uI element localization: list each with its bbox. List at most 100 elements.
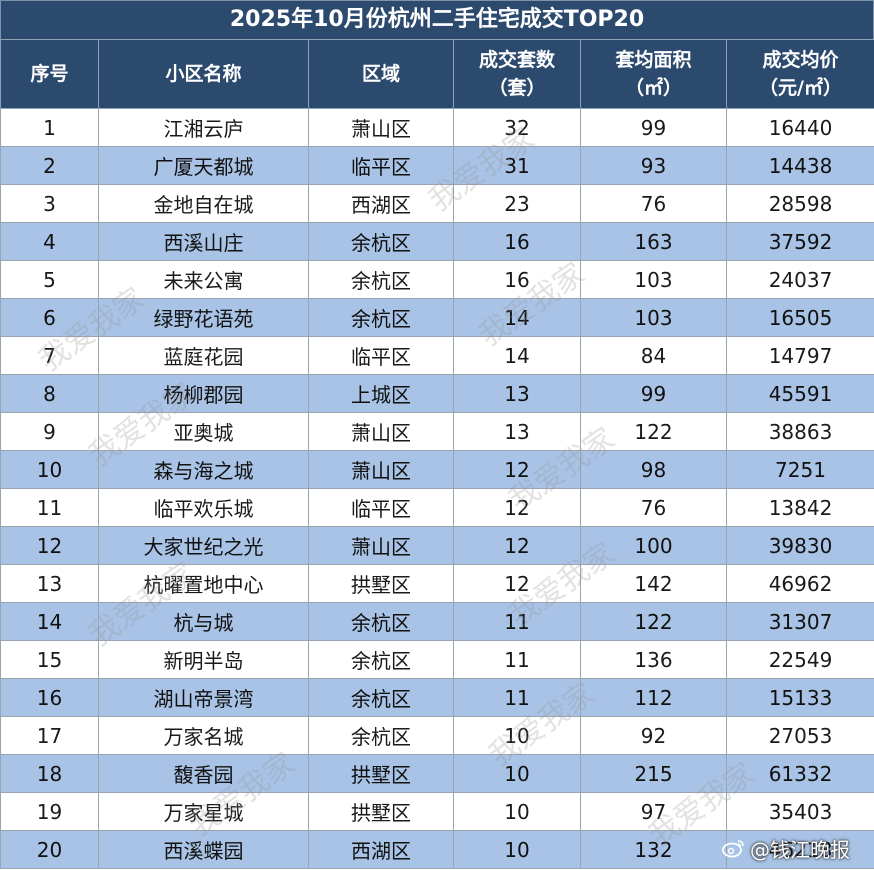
cell-price: 14438 [726,146,874,185]
cell-area: 122 [580,412,727,451]
source-credit: @钱江晚报 [722,833,850,863]
cell-rank: 8 [0,374,99,413]
cell-name: 西溪蝶园 [98,830,309,869]
cell-district: 西湖区 [308,830,454,869]
table-row: 11 临平欢乐城 临平区 12 76 13842 [0,488,874,527]
cell-district: 余杭区 [308,640,454,679]
cell-area: 76 [580,488,727,527]
cell-name: 绿野花语苑 [98,298,309,337]
cell-price: 28598 [726,184,874,223]
header-price: 成交均价 （元/㎡） [726,39,874,109]
table-row: 5 未来公寓 余杭区 16 103 24037 [0,260,874,299]
cell-district: 余杭区 [308,678,454,717]
cell-price: 22549 [726,640,874,679]
cell-district: 临平区 [308,336,454,375]
cell-name: 杭曜置地中心 [98,564,309,603]
header-area-label: 套均面积 [615,49,692,71]
cell-name: 蓝庭花园 [98,336,309,375]
cell-rank: 9 [0,412,99,451]
cell-price: 45591 [726,374,874,413]
cell-district: 萧山区 [308,526,454,565]
cell-rank: 7 [0,336,99,375]
header-area: 套均面积 （㎡） [580,39,727,109]
cell-deals: 12 [453,564,581,603]
cell-name: 江湘云庐 [98,108,309,147]
cell-area: 163 [580,222,727,261]
cell-rank: 14 [0,602,99,641]
table-row: 15 新明半岛 余杭区 11 136 22549 [0,640,874,679]
cell-rank: 1 [0,108,99,147]
cell-deals: 14 [453,336,581,375]
cell-district: 萧山区 [308,108,454,147]
table-row: 10 森与海之城 萧山区 12 98 7251 [0,450,874,489]
cell-price: 24037 [726,260,874,299]
cell-area: 76 [580,184,727,223]
cell-rank: 13 [0,564,99,603]
cell-deals: 10 [453,754,581,793]
cell-area: 93 [580,146,727,185]
header-deals-label: 成交套数 [478,49,555,71]
header-deals-unit: （套） [488,77,546,99]
ranking-table: 序号 小区名称 区域 成交套数 （套） 套均面积 （㎡） 成交均价 （元/㎡） … [0,39,874,869]
cell-area: 92 [580,716,727,755]
credit-text: @钱江晚报 [750,837,850,862]
cell-deals: 12 [453,450,581,489]
cell-price: 39830 [726,526,874,565]
header-rank: 序号 [0,39,99,109]
cell-deals: 10 [453,830,581,869]
cell-price: 15133 [726,678,874,717]
cell-deals: 13 [453,412,581,451]
table-row: 20 西溪蝶园 西湖区 10 132 46218 [0,830,874,869]
cell-name: 大家世纪之光 [98,526,309,565]
cell-rank: 6 [0,298,99,337]
cell-price: 37592 [726,222,874,261]
cell-deals: 11 [453,678,581,717]
header-name: 小区名称 [98,39,309,109]
cell-price: 16505 [726,298,874,337]
table-row: 18 馥香园 拱墅区 10 215 61332 [0,754,874,793]
cell-district: 拱墅区 [308,792,454,831]
cell-area: 99 [580,108,727,147]
cell-name: 杭与城 [98,602,309,641]
cell-rank: 16 [0,678,99,717]
table-row: 12 大家世纪之光 萧山区 12 100 39830 [0,526,874,565]
cell-rank: 15 [0,640,99,679]
table-row: 19 万家星城 拱墅区 10 97 35403 [0,792,874,831]
table-row: 7 蓝庭花园 临平区 14 84 14797 [0,336,874,375]
cell-rank: 19 [0,792,99,831]
cell-price: 16440 [726,108,874,147]
cell-district: 余杭区 [308,716,454,755]
cell-price: 46218 [726,830,874,869]
cell-deals: 16 [453,222,581,261]
cell-area: 100 [580,526,727,565]
cell-price: 35403 [726,792,874,831]
cell-price: 61332 [726,754,874,793]
header-price-label: 成交均价 [762,49,839,71]
cell-rank: 12 [0,526,99,565]
table-row: 8 杨柳郡园 上城区 13 99 45591 [0,374,874,413]
cell-price: 13842 [726,488,874,527]
cell-district: 余杭区 [308,222,454,261]
cell-area: 97 [580,792,727,831]
cell-deals: 10 [453,792,581,831]
cell-district: 萧山区 [308,412,454,451]
cell-name: 未来公寓 [98,260,309,299]
cell-area: 98 [580,450,727,489]
cell-deals: 14 [453,298,581,337]
cell-deals: 12 [453,488,581,527]
table-row: 17 万家名城 余杭区 10 92 27053 [0,716,874,755]
cell-area: 84 [580,336,727,375]
table-row: 2 广厦天都城 临平区 31 93 14438 [0,146,874,185]
cell-name: 西溪山庄 [98,222,309,261]
cell-deals: 10 [453,716,581,755]
cell-price: 46962 [726,564,874,603]
cell-price: 14797 [726,336,874,375]
cell-name: 临平欢乐城 [98,488,309,527]
cell-rank: 11 [0,488,99,527]
cell-name: 湖山帝景湾 [98,678,309,717]
header-price-unit: （元/㎡） [759,77,842,99]
cell-name: 森与海之城 [98,450,309,489]
cell-area: 132 [580,830,727,869]
cell-deals: 11 [453,602,581,641]
table-row: 3 金地自在城 西湖区 23 76 28598 [0,184,874,223]
